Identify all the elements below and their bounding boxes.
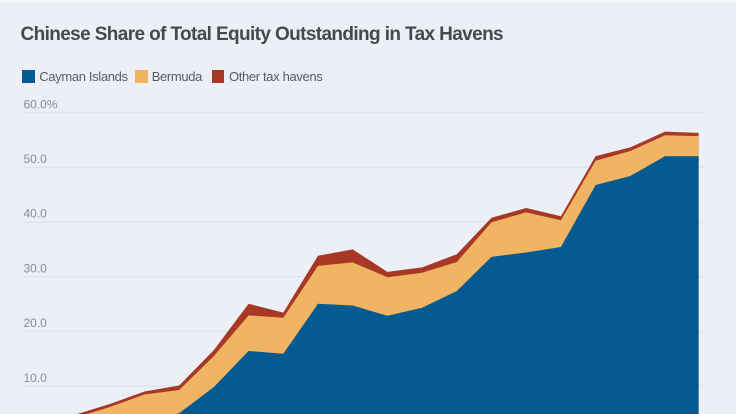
- svg-text:50.0: 50.0: [24, 152, 48, 166]
- svg-text:30.0: 30.0: [24, 261, 48, 275]
- svg-text:40.0: 40.0: [24, 207, 48, 221]
- svg-text:20.0: 20.0: [24, 316, 48, 330]
- svg-text:60.0%: 60.0%: [24, 97, 58, 111]
- svg-text:10.0: 10.0: [24, 371, 48, 385]
